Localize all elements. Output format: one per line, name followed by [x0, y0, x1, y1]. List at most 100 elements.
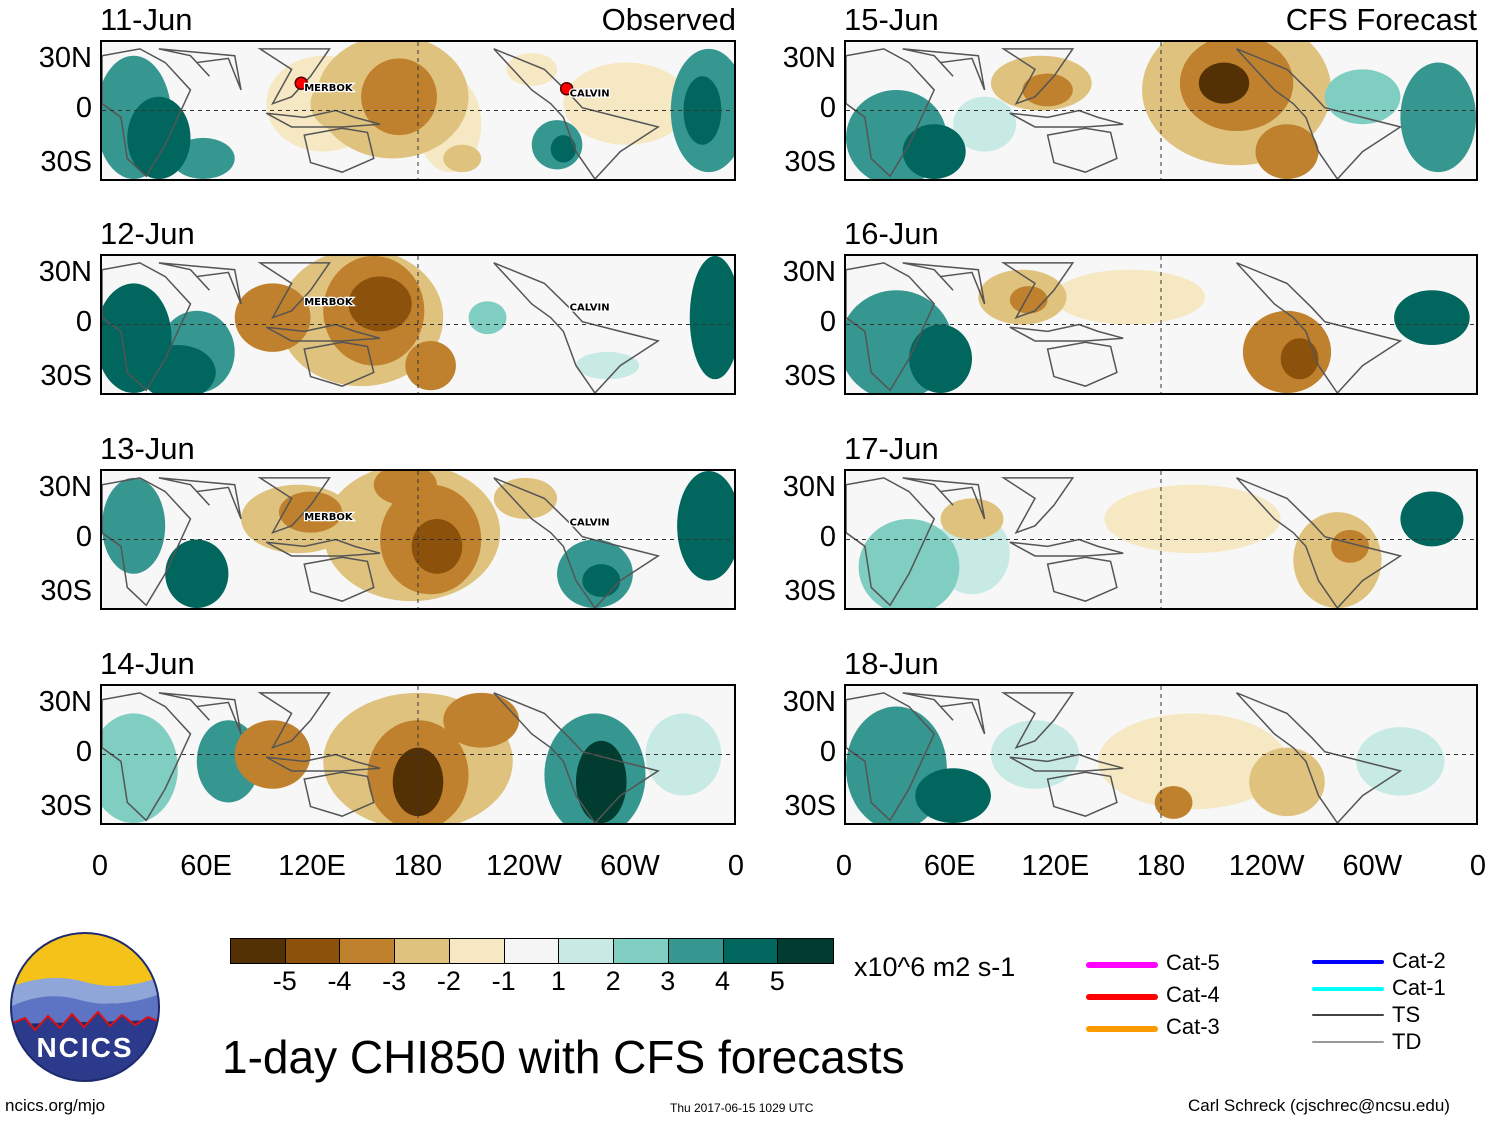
- anomaly-contour: [1009, 286, 1048, 314]
- map-panel-13-jun: MERBOK CALVIN: [100, 469, 736, 610]
- anomaly-contour: [411, 518, 463, 574]
- colorbar: [230, 938, 834, 964]
- legend-label: TD: [1392, 1029, 1422, 1054]
- lon-label: 60E: [180, 850, 232, 882]
- anomaly-contour: [405, 340, 456, 391]
- colorbar-swatch: [231, 939, 286, 963]
- lon-label: 180: [393, 850, 443, 882]
- anomaly-contour: [1331, 529, 1369, 563]
- coastline: [1009, 323, 1124, 342]
- lon-label: 60W: [1342, 850, 1403, 882]
- map-field: [846, 256, 1476, 393]
- colorbar-tick-label: -4: [327, 966, 352, 996]
- coastline: [257, 692, 331, 750]
- lat-label: 30N: [38, 42, 92, 74]
- anomaly-contour: [1104, 484, 1281, 554]
- map-panel-17-jun: [844, 469, 1478, 610]
- anomaly-contour: [677, 471, 734, 581]
- coastline: [158, 692, 242, 735]
- colorbar-tick-label: 1: [550, 966, 566, 996]
- coastline: [1236, 692, 1403, 823]
- coastline: [902, 692, 986, 735]
- storm-marker: [294, 76, 308, 90]
- anomaly-contour: [1154, 786, 1193, 819]
- coastline: [102, 477, 192, 607]
- anomaly-contour: [1053, 269, 1206, 325]
- anomaly-contour: [1280, 338, 1319, 380]
- panel-date: 12-Jun: [100, 216, 195, 251]
- map-field: [846, 42, 1476, 179]
- colorbar-swatch: [504, 939, 560, 963]
- lon-label: 60E: [923, 850, 976, 882]
- anomaly-contour: [443, 692, 520, 748]
- credit: Carl Schreck (cjschrec@ncsu.edu): [1188, 1096, 1450, 1115]
- coastline: [902, 477, 986, 520]
- storm-label-merbok: MERBOK: [304, 297, 354, 308]
- anomaly-contour: [1400, 491, 1464, 547]
- anomaly-contour: [102, 477, 166, 574]
- lat-label: 30N: [782, 256, 836, 288]
- lat-label: 0: [819, 306, 836, 338]
- anomaly-contour: [858, 518, 960, 608]
- coastline: [265, 538, 381, 557]
- legend-line-cat-1: [1312, 987, 1384, 991]
- website-url[interactable]: ncics.org/mjo: [5, 1096, 106, 1115]
- lat-label: 30N: [38, 256, 92, 288]
- lon-label: 120W: [486, 850, 562, 882]
- anomaly-contour: [576, 351, 640, 380]
- coastline: [257, 262, 331, 320]
- coastline: [102, 48, 192, 178]
- coastline: [846, 692, 936, 822]
- coastline: [846, 48, 936, 178]
- colorbar-tick-label: -2: [436, 966, 461, 996]
- coastline: [257, 477, 331, 535]
- storm-label-calvin: CALVIN: [570, 518, 610, 529]
- legend-line-cat-3: [1086, 1026, 1158, 1032]
- logo-text: NCICS: [36, 1032, 133, 1063]
- lat-label: 30S: [40, 360, 92, 392]
- observed-label: Observed: [601, 2, 736, 37]
- anomaly-contour: [582, 564, 621, 598]
- anomaly-contour: [443, 144, 482, 173]
- colorbar-tick-label: 5: [769, 966, 785, 996]
- anomaly-contour: [1022, 73, 1073, 107]
- lon-label: 0: [1469, 850, 1487, 882]
- lon-label: 120W: [1228, 850, 1305, 882]
- colorbar-swatch: [395, 939, 450, 963]
- coastline: [1236, 477, 1403, 608]
- colorbar-swatch: [614, 939, 669, 963]
- coastline: [1009, 538, 1124, 557]
- lat-label: 30S: [40, 146, 92, 178]
- coastline: [102, 262, 192, 392]
- lat-label: 30S: [40, 790, 92, 822]
- lon-label: 120E: [278, 850, 346, 882]
- anomaly-contour: [909, 324, 972, 393]
- colorbar-units: x10^6 m2 s-1: [854, 952, 1016, 982]
- map-panel-16-jun: [844, 254, 1478, 395]
- lon-label: 0: [91, 850, 109, 882]
- anomaly-contour: [689, 256, 734, 380]
- colorbar-tick-label: 3: [660, 966, 676, 996]
- legend-line-td: [1312, 1041, 1384, 1043]
- coastline: [1046, 341, 1118, 387]
- lat-label: 0: [75, 521, 92, 553]
- coastline: [846, 262, 936, 392]
- colorbar-tick-label: -1: [491, 966, 516, 996]
- cfs-forecast-label: CFS Forecast: [1285, 2, 1477, 37]
- map-panel-15-jun: [844, 40, 1478, 181]
- legend-label: Cat-5: [1166, 950, 1220, 975]
- coastline: [158, 477, 242, 520]
- coastline: [493, 48, 661, 179]
- coastline: [1009, 109, 1124, 128]
- panel-date: 11-Jun: [100, 2, 193, 37]
- anomaly-contour: [373, 471, 437, 506]
- anomaly-contour: [940, 498, 1004, 540]
- coastline: [1236, 48, 1403, 179]
- anomaly-contour: [1098, 713, 1287, 810]
- panel-date: 16-Jun: [844, 216, 939, 251]
- map-field: MERBOK CALVIN: [102, 256, 734, 393]
- coastline: [902, 48, 986, 91]
- coastline: [303, 127, 375, 173]
- coastline: [1236, 262, 1403, 393]
- map-panel-14-jun: [100, 684, 736, 825]
